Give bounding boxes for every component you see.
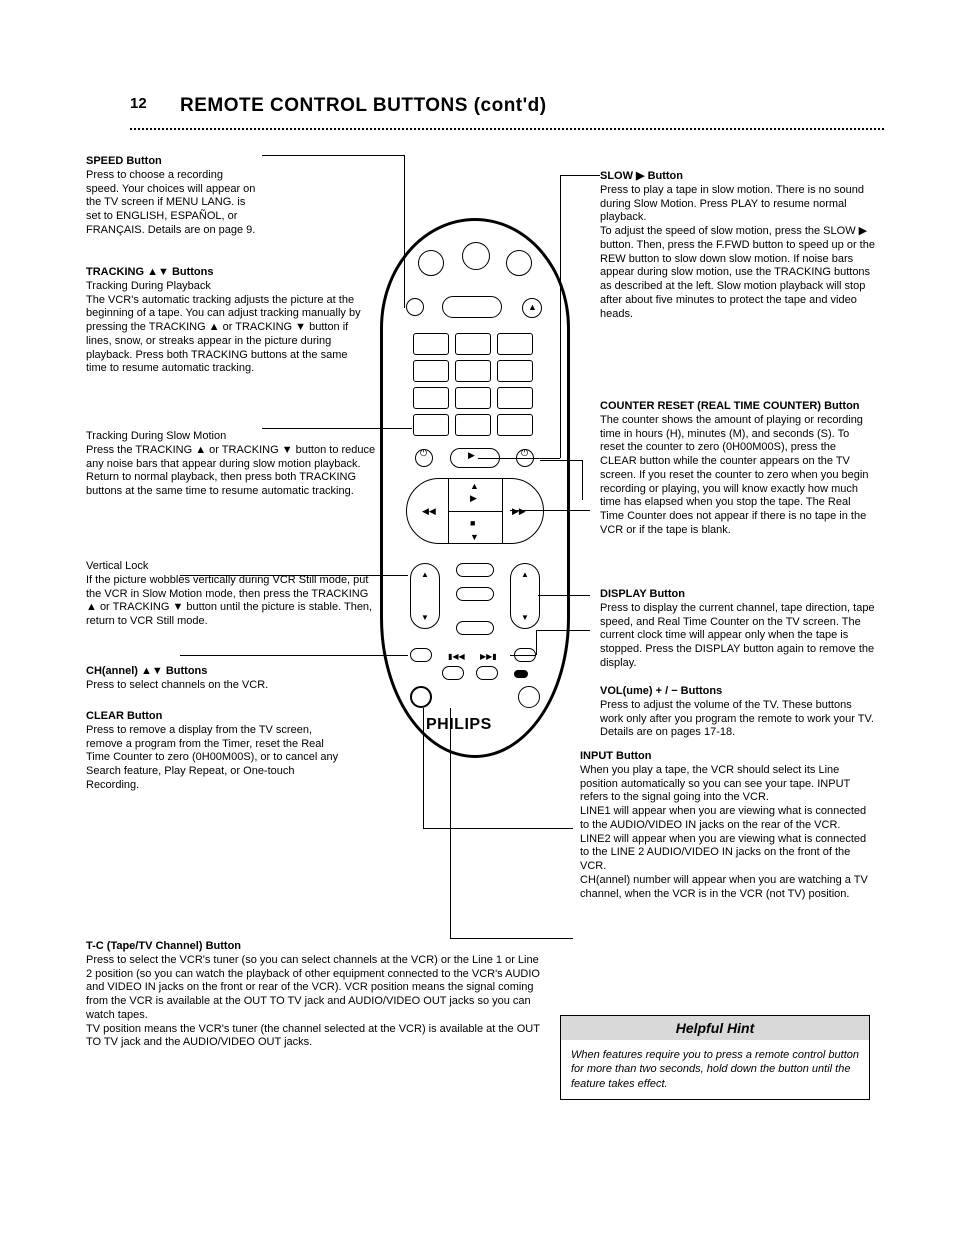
callout-body: Tracking During Playback The VCR's autom… xyxy=(86,280,366,376)
page-title: REMOTE CONTROL BUTTONS (cont'd) xyxy=(180,95,547,117)
callout-body: Vertical Lock If the picture wobbles ver… xyxy=(86,560,376,629)
callout-heading: VOL(ume) + / − Buttons xyxy=(600,685,875,699)
callout-body: Press to choose a recording speed. Your … xyxy=(86,169,258,238)
callout-speed: SPEED Button Press to choose a recording… xyxy=(86,155,258,238)
callout-vol: VOL(ume) + / − Buttons Press to adjust t… xyxy=(600,685,875,740)
callout-counter: COUNTER RESET (REAL TIME COUNTER) Button… xyxy=(600,400,875,538)
hint-title: Helpful Hint xyxy=(561,1016,869,1040)
brand-label: PHILIPS xyxy=(426,716,492,734)
callout-body: Press to select the VCR's tuner (so you … xyxy=(86,954,546,1050)
callout-tracking-a: TRACKING ▲▼ Buttons Tracking During Play… xyxy=(86,266,366,376)
callout-body: Press to play a tape in slow motion. The… xyxy=(600,184,875,322)
callout-slow: SLOW ▶ Button Press to play a tape in sl… xyxy=(600,170,875,321)
callout-body: Press to display the current channel, ta… xyxy=(600,602,875,671)
callout-display: DISPLAY Button Press to display the curr… xyxy=(600,588,875,671)
callout-body: When you play a tape, the VCR should sel… xyxy=(580,764,875,902)
callout-heading: CLEAR Button xyxy=(86,710,346,724)
hint-body: When features require you to press a rem… xyxy=(561,1040,869,1099)
callout-tc: T-C (Tape/TV Channel) Button Press to se… xyxy=(86,940,546,1050)
callout-ch: CH(annel) ▲▼ Buttons Press to select cha… xyxy=(86,665,296,693)
page-number: 12 xyxy=(130,95,147,112)
callout-tracking-b: Tracking During Slow Motion Press the TR… xyxy=(86,430,376,499)
dotted-rule xyxy=(130,128,884,130)
callout-heading: SPEED Button xyxy=(86,155,258,169)
callout-heading: T-C (Tape/TV Channel) Button xyxy=(86,940,546,954)
callout-heading: SLOW ▶ Button xyxy=(600,170,875,184)
callout-tracking-c: Vertical Lock If the picture wobbles ver… xyxy=(86,560,376,629)
callout-heading: INPUT Button xyxy=(580,750,875,764)
callout-clear: CLEAR Button Press to remove a display f… xyxy=(86,710,346,793)
callout-heading: COUNTER RESET (REAL TIME COUNTER) Button xyxy=(600,400,875,414)
callout-body: Press to adjust the volume of the TV. Th… xyxy=(600,699,875,740)
callout-heading: CH(annel) ▲▼ Buttons xyxy=(86,665,296,679)
helpful-hint-box: Helpful Hint When features require you t… xyxy=(560,1015,870,1100)
callout-input: INPUT Button When you play a tape, the V… xyxy=(580,750,875,901)
callout-body: Press to remove a display from the TV sc… xyxy=(86,724,346,793)
remote-illustration: ▲ ⏻ ▶ ⏻ ▲ ▼ ◀◀ ▶▶ ▶ ■ ▲ ▼ ▲ ▼ ▮◀◀ ▶ xyxy=(380,218,570,758)
callout-body: Tracking During Slow Motion Press the TR… xyxy=(86,430,376,499)
callout-body: The counter shows the amount of playing … xyxy=(600,414,875,538)
callout-heading: DISPLAY Button xyxy=(600,588,875,602)
callout-heading: TRACKING ▲▼ Buttons xyxy=(86,266,366,280)
callout-body: Press to select channels on the VCR. xyxy=(86,679,296,693)
